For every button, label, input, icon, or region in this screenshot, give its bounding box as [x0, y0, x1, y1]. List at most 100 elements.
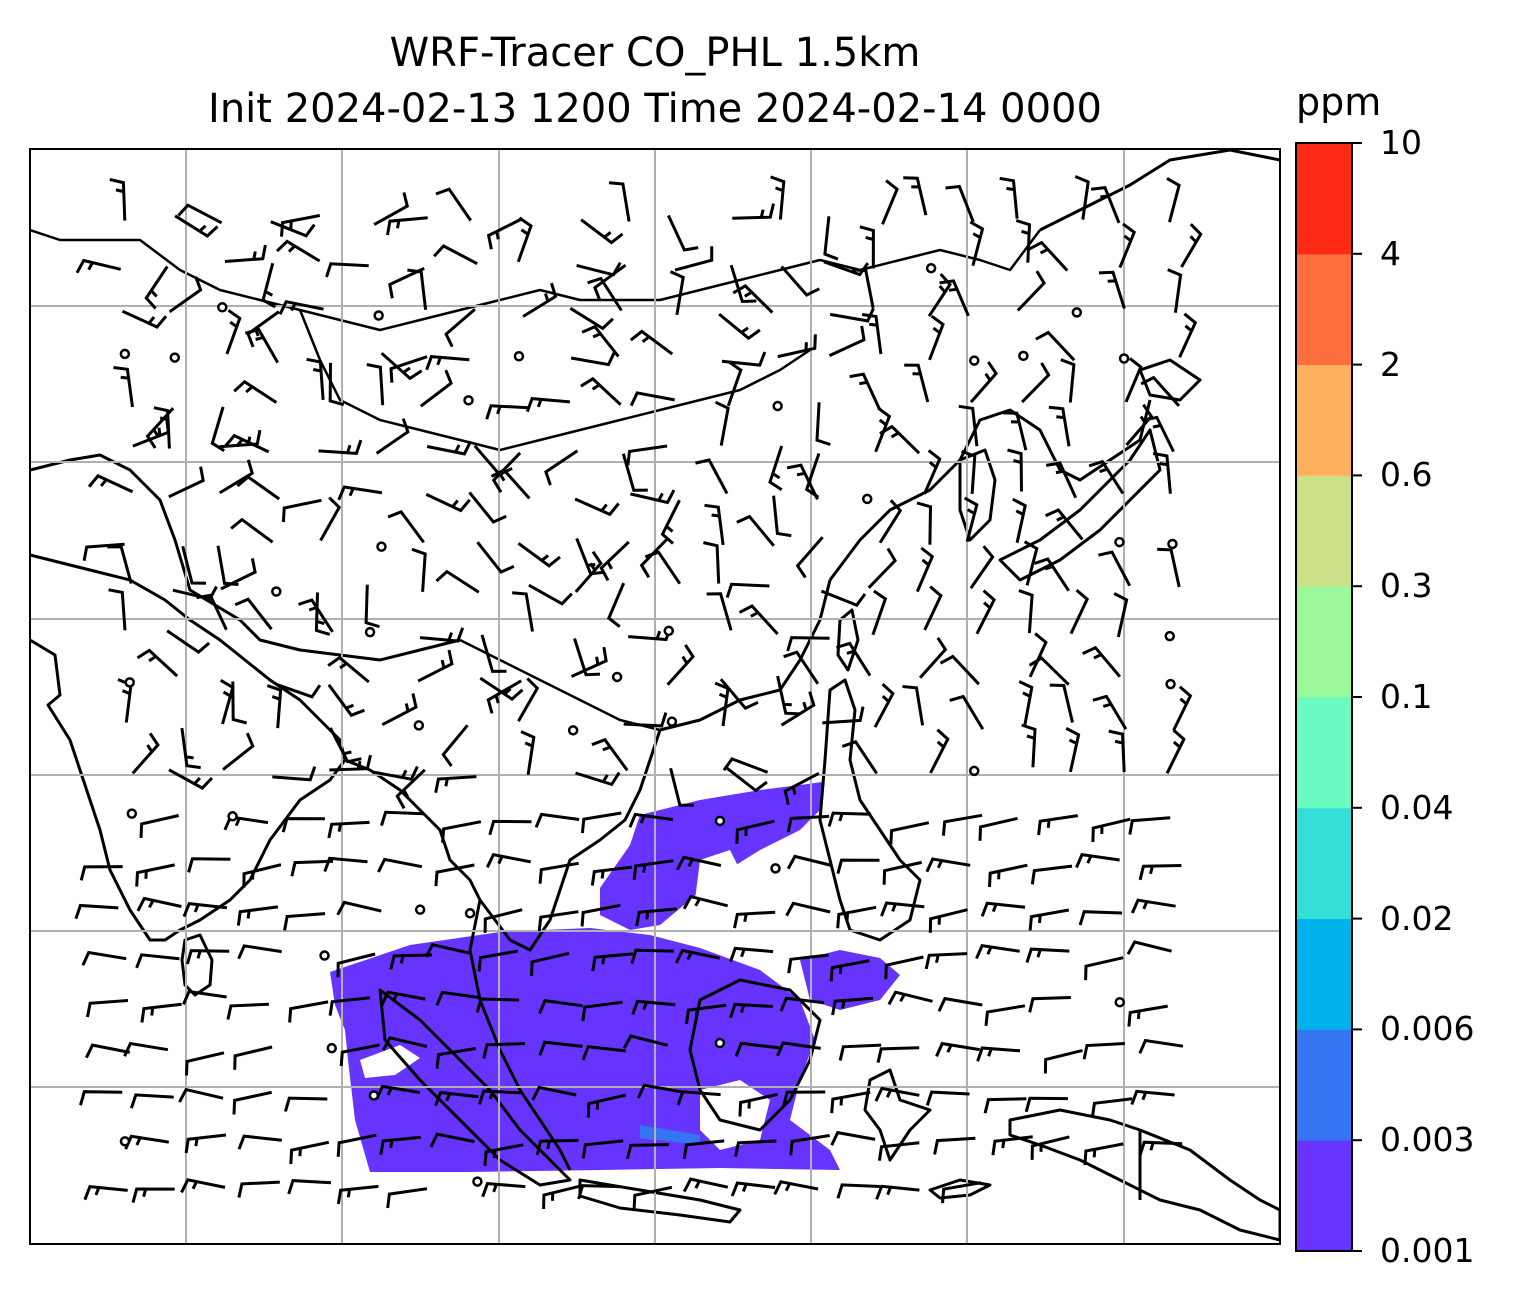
wind-barb [836, 858, 880, 874]
wind-barb [770, 175, 786, 220]
wind-barb [622, 1034, 669, 1049]
wind-barb [830, 1130, 876, 1146]
wind-barb [82, 542, 125, 561]
wind-barb [417, 649, 454, 683]
wind-barb [644, 550, 682, 585]
wind-barb [721, 351, 767, 367]
wind-barb [298, 598, 334, 633]
wind-barb [928, 908, 968, 933]
wind-barb [593, 263, 627, 302]
wind-barb [1065, 726, 1081, 773]
wind-barb [237, 1134, 282, 1150]
wind-barb [1048, 405, 1071, 447]
wind-barb [918, 636, 948, 679]
calm-circle [1165, 678, 1176, 690]
wind-barb [623, 712, 668, 728]
wind-barb [925, 1090, 970, 1106]
wind-barb [876, 1046, 920, 1063]
internal-borders [30, 228, 1041, 732]
wind-barb [1084, 956, 1124, 981]
calm-circle [227, 811, 238, 822]
wind-barb [184, 1133, 227, 1154]
wind-barb [1140, 375, 1181, 407]
wind-barb [174, 214, 219, 238]
wind-barb [182, 901, 228, 918]
wind-barb [1157, 547, 1181, 588]
wind-barb [733, 910, 776, 929]
wind-barb [873, 682, 895, 728]
wind-barb [927, 273, 952, 318]
wind-barb [590, 865, 633, 886]
wind-barb [580, 811, 622, 834]
russia-far-east [1039, 149, 1280, 232]
wind-barb [444, 308, 476, 348]
calm-circle [364, 626, 376, 638]
wind-barb [735, 819, 775, 844]
borneo-island [688, 978, 822, 1132]
wind-barb [581, 324, 620, 358]
wind-barb [1043, 1048, 1083, 1074]
wind-barb [168, 466, 205, 499]
wind-barb [135, 863, 176, 887]
calm-circle [969, 355, 980, 366]
wind-barb [419, 369, 453, 408]
calm-circle [772, 400, 783, 412]
calm-circle [326, 1042, 338, 1054]
wind-barb [231, 681, 248, 725]
wind-barb [131, 732, 160, 775]
wind-barb [1138, 864, 1182, 881]
wind-barb [1128, 816, 1171, 835]
wind-barb [836, 905, 877, 929]
colorbar-segment [1296, 253, 1352, 366]
wind-barb [975, 589, 996, 635]
map-frame [29, 148, 1281, 1245]
wind-barb [580, 376, 622, 406]
wind-barb [242, 863, 282, 888]
plume-gap-2 [695, 850, 745, 910]
wind-barb [379, 1135, 422, 1156]
wind-barb [782, 1090, 826, 1107]
colorbar-tick-label: 0.001 [1380, 1231, 1475, 1270]
wind-barb [1007, 448, 1023, 492]
wind-barb [1016, 270, 1046, 312]
wind-barb [878, 499, 903, 544]
wind-barb [1060, 358, 1076, 403]
wind-barb [319, 496, 342, 542]
wind-barb [1090, 1097, 1133, 1118]
wind-barb [1152, 452, 1172, 494]
wind-barb [109, 178, 127, 221]
wind-barb [1098, 270, 1126, 310]
wind-barb [923, 585, 943, 631]
wind-barb [1021, 362, 1051, 404]
philippines-islands [818, 678, 922, 942]
colorbar-tick-label: 4 [1380, 233, 1401, 273]
wind-barb [726, 360, 743, 407]
colorbar-tick-label: 0.02 [1380, 898, 1454, 938]
wind-barb [272, 766, 317, 782]
wind-barb [903, 176, 928, 216]
wind-barb [486, 679, 522, 714]
wind-barb [389, 953, 433, 970]
colorbar-tick-label: 0.6 [1380, 455, 1433, 495]
wind-barb [608, 181, 631, 222]
wind-barb [581, 1139, 624, 1159]
wind-barb [581, 1000, 623, 1022]
wind-barb [636, 1083, 682, 1099]
hokkaido-island [1138, 358, 1202, 402]
calm-circle [217, 302, 228, 313]
wind-barb [877, 1141, 920, 1161]
wind-barb [924, 952, 968, 970]
wind-barb [835, 641, 872, 677]
wind-barb [236, 905, 279, 926]
wind-barb [1178, 312, 1198, 358]
wind-barb [669, 270, 685, 316]
wind-barb [923, 449, 942, 495]
wind-barb [275, 682, 322, 699]
wind-barb [517, 677, 540, 722]
wind-barb [85, 1043, 131, 1059]
wind-barb [475, 997, 520, 1013]
colorbar-tick-label: 2 [1380, 344, 1401, 384]
wind-barb [185, 1051, 225, 1076]
wind-barb [366, 363, 385, 406]
